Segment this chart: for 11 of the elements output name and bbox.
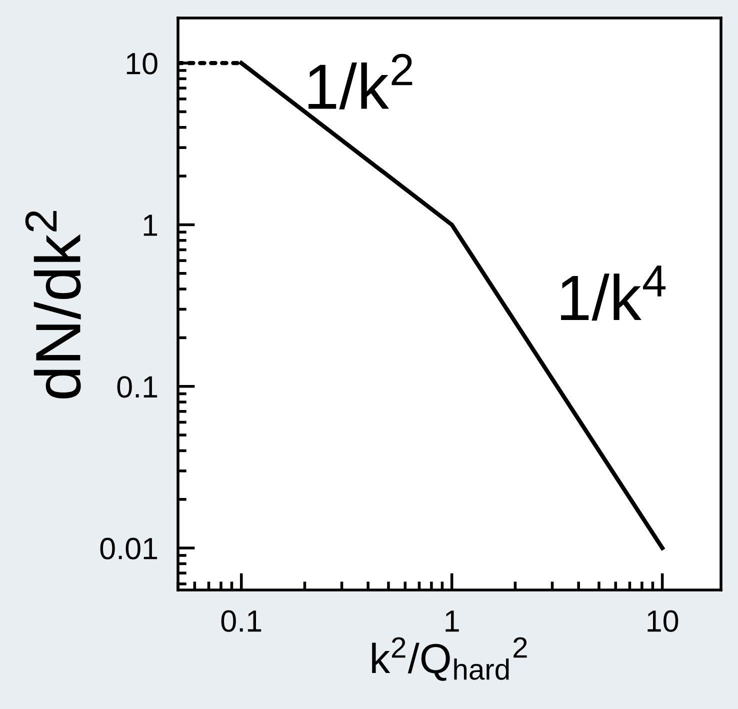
y-tick-label: 0.1	[117, 376, 158, 398]
y-axis-title: dN/dk$^{2}$	[25, 210, 81, 398]
x-tick-label: 1	[446, 610, 459, 632]
x-tick-label: 10	[648, 610, 678, 632]
x-tick-label: 0.1	[221, 610, 262, 632]
y-tick-label: 10	[126, 52, 158, 74]
annotation: 1/k$^{4}$	[561, 266, 666, 321]
annotation: 1/k$^{2}$	[308, 54, 412, 110]
y-tick-label: 0.01	[100, 538, 158, 560]
y-tick-label: 1	[144, 214, 158, 236]
x-axis-title: k$^{2}$/Q$_{hard}$$^{2}$	[372, 637, 527, 681]
